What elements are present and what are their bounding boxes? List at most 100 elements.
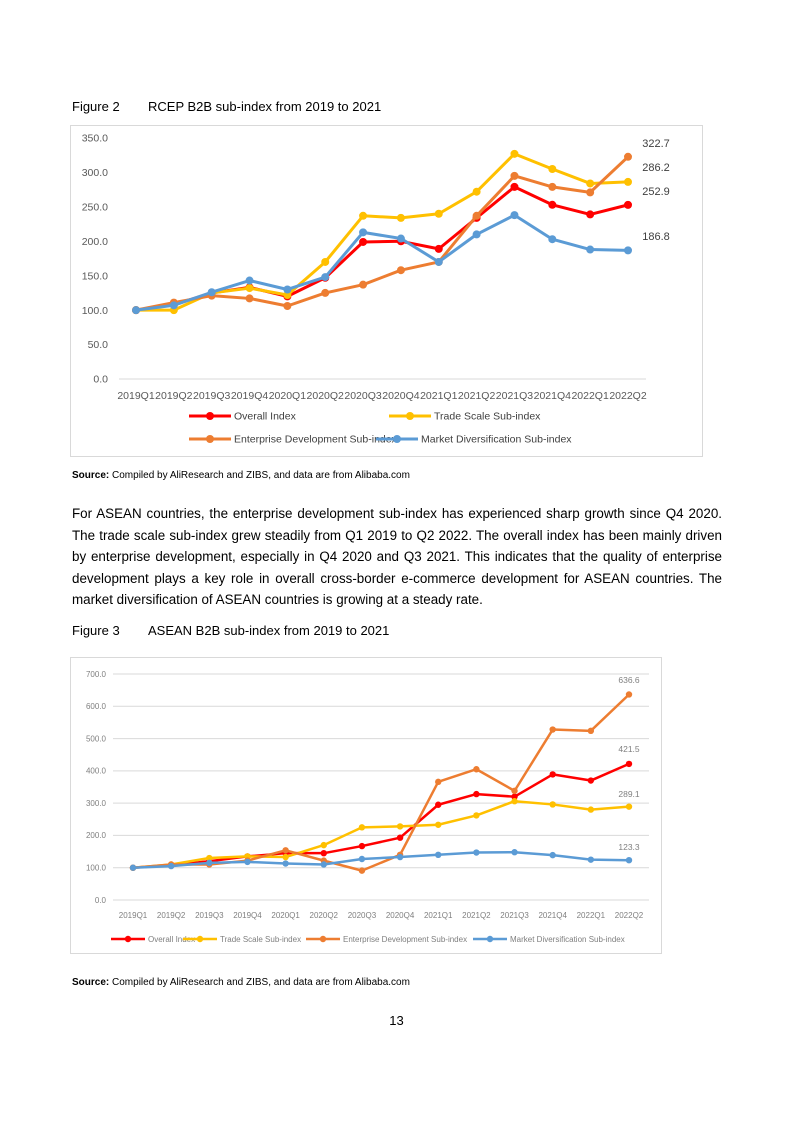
legend-label: Trade Scale Sub-index <box>220 935 301 944</box>
y-tick-label: 150.0 <box>82 270 108 282</box>
y-tick-label: 200.0 <box>86 831 107 840</box>
y-tick-label: 100.0 <box>82 305 108 317</box>
y-tick-label: 400.0 <box>86 767 107 776</box>
legend-label: Enterprise Development Sub-index <box>234 434 398 446</box>
data-point <box>586 179 595 188</box>
series-line <box>135 155 630 312</box>
y-tick-label: 600.0 <box>86 702 107 711</box>
legend-label: Overall Index <box>148 935 195 944</box>
source-note-2: Source: Compiled by AliResearch and ZIBS… <box>72 977 410 988</box>
y-tick-label: 700.0 <box>86 670 107 679</box>
data-label: 636.6 <box>618 675 640 685</box>
y-tick-label: 100.0 <box>86 864 107 873</box>
data-point <box>548 182 557 191</box>
data-point <box>359 280 368 289</box>
data-point <box>549 726 556 733</box>
data-point <box>587 777 595 784</box>
x-tick-label: 2022Q2 <box>609 390 647 402</box>
series-line <box>132 799 630 869</box>
asean-chart: 0.0 100.0 200.0 300.0 400.0 500.0 600.0 700.0 20… <box>70 657 662 954</box>
legend-swatch-marker <box>319 935 327 943</box>
data-point <box>358 867 366 874</box>
x-tick-label: 2020Q2 <box>310 911 339 920</box>
data-label: 186.8 <box>642 231 670 243</box>
data-point <box>167 862 175 870</box>
legend-swatch-marker <box>393 435 401 443</box>
data-point <box>549 801 556 808</box>
data-point <box>282 853 289 861</box>
data-point <box>548 200 557 209</box>
y-tick-label: 500.0 <box>86 734 107 743</box>
data-label: 252.9 <box>642 186 670 198</box>
figure-3-caption: Figure 3 ASEAN B2B sub-index from 2019 to… <box>72 623 389 638</box>
data-point <box>283 285 292 294</box>
series-line <box>136 152 629 312</box>
data-point <box>549 771 556 778</box>
data-point <box>511 793 518 800</box>
x-tick-label: 2019Q4 <box>233 911 262 920</box>
legend-swatch-marker <box>196 935 204 943</box>
data-point <box>358 855 366 863</box>
x-tick-label: 2020Q3 <box>344 390 382 402</box>
data-point <box>510 171 519 180</box>
data-point <box>549 851 556 859</box>
x-tick-label: 2022Q2 <box>615 911 644 920</box>
data-point <box>624 200 632 209</box>
asean-line-chart: 0.0 100.0 200.0 300.0 400.0 500.0 600.0 700.0 20… <box>86 670 649 944</box>
data-point <box>396 834 404 841</box>
data-point <box>321 273 330 282</box>
y-tick-label: 250.0 <box>82 202 108 214</box>
series-line <box>132 762 630 869</box>
data-point <box>473 849 480 856</box>
data-label: 322.7 <box>642 138 670 150</box>
y-tick-label: 0.0 <box>93 374 108 386</box>
x-tick-label: 2020Q1 <box>269 390 307 402</box>
data-point <box>359 237 368 246</box>
page-number: 13 <box>389 1013 404 1028</box>
data-point <box>434 257 443 266</box>
legend-item: Market Diversification Sub-index <box>376 434 572 446</box>
figure-number: Figure 3 <box>72 623 120 638</box>
data-point <box>206 859 213 867</box>
legend-swatch-marker <box>124 935 132 943</box>
data-point <box>473 790 480 798</box>
data-point <box>548 235 557 244</box>
data-point <box>283 302 292 311</box>
data-point <box>511 849 518 856</box>
x-tick-label: 2019Q3 <box>193 390 231 402</box>
figure-number: Figure 2 <box>72 99 120 114</box>
x-tick-label: 2021Q1 <box>420 390 458 402</box>
series-line <box>132 850 630 869</box>
data-point <box>207 288 216 297</box>
data-point <box>358 842 366 850</box>
legend-label: Trade Scale Sub-index <box>434 411 541 423</box>
data-point <box>206 854 213 862</box>
data-point <box>244 858 251 866</box>
source-label: Source: <box>72 470 110 481</box>
x-tick-label: 2019Q2 <box>157 911 186 920</box>
data-label: 123.3 <box>618 842 640 852</box>
data-point <box>510 182 519 191</box>
x-tick-label: 2022Q1 <box>577 911 606 920</box>
data-point <box>586 245 595 254</box>
x-tick-label: 2021Q2 <box>458 390 496 402</box>
x-tick-label: 2021Q3 <box>496 390 534 402</box>
data-point <box>396 823 404 830</box>
data-point <box>625 803 633 810</box>
data-point <box>245 294 254 303</box>
y-tick-label: 50.0 <box>88 339 109 351</box>
data-point <box>129 864 137 871</box>
x-tick-label: 2019Q2 <box>155 390 193 402</box>
series-enterprise-development-sub-index <box>129 691 633 874</box>
data-point <box>396 266 405 275</box>
legend-item: Market Diversification Sub-index <box>473 935 625 944</box>
legend-label: Market Diversification Sub-index <box>510 935 625 944</box>
data-point <box>472 211 481 220</box>
data-point <box>624 177 632 186</box>
x-tick-label: 2021Q4 <box>534 390 572 402</box>
legend-item: Trade Scale Sub-index <box>389 411 541 423</box>
data-point <box>132 306 140 315</box>
data-point <box>625 760 633 768</box>
rcep-chart: 0.0 50.0 100.0 150.0 200.0 250.0 300.0 350.0 201… <box>70 125 703 457</box>
data-point <box>245 276 254 285</box>
